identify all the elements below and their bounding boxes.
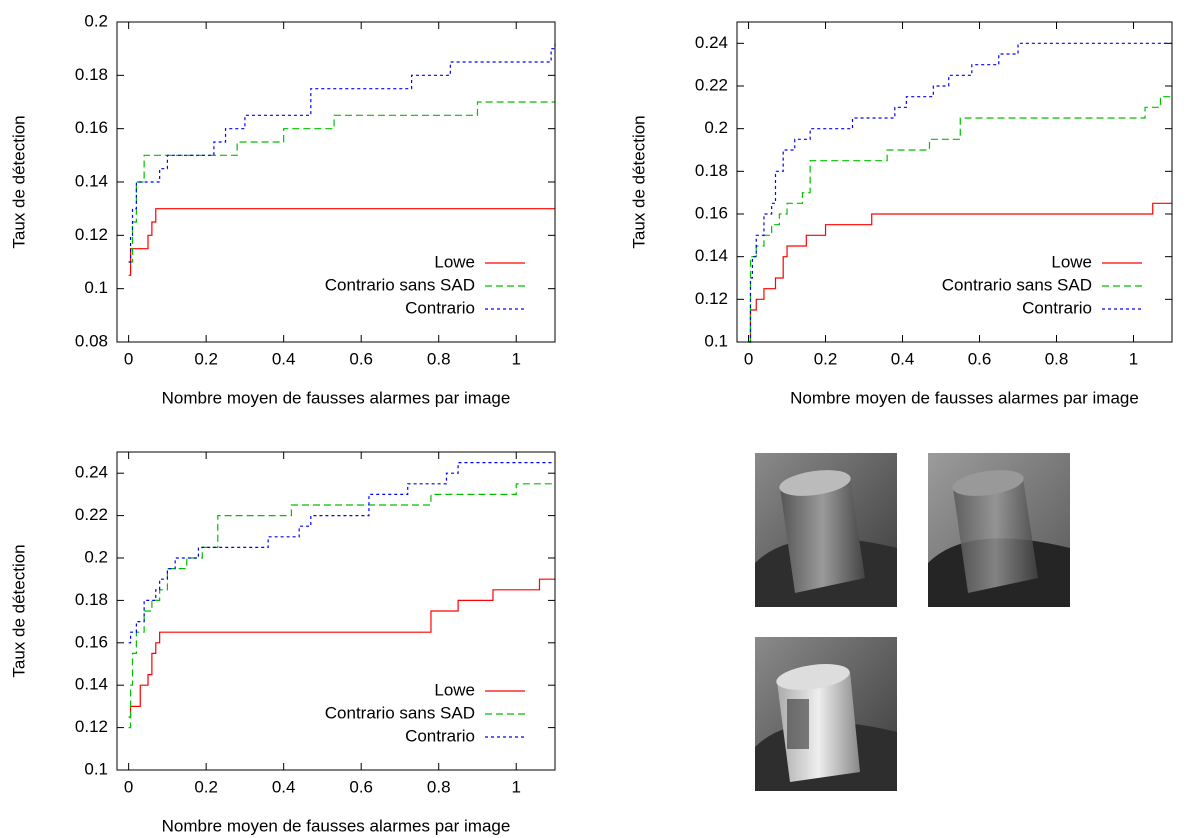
legend-label: Contrario sans SAD — [942, 275, 1092, 294]
photo — [928, 453, 1070, 607]
series-line — [128, 462, 555, 644]
series-line — [128, 578, 555, 718]
y-tick-label: 0.16 — [75, 632, 108, 651]
y-tick-label: 0.14 — [75, 171, 108, 190]
x-tick-label: 0.8 — [427, 777, 451, 796]
x-tick-label: 1 — [1129, 349, 1138, 368]
x-tick-label: 0 — [744, 349, 753, 368]
x-tick-label: 0.2 — [194, 349, 218, 368]
legend-label: Contrario — [1022, 298, 1092, 317]
x-tick-label: 0.4 — [272, 777, 296, 796]
chart: 0.08 0.1 0.12 0.14 0.16 0.18 0.2 0 0.2 0.4 0.6 0.8 1… — [9, 11, 556, 407]
legend-label: Contrario — [405, 726, 475, 745]
y-tick-label: 0.18 — [75, 65, 108, 84]
y-tick-label: 0.16 — [695, 203, 728, 222]
y-axis-label: Taux de détection — [9, 544, 28, 677]
legend-label: Contrario sans SAD — [325, 703, 475, 722]
plot-frame — [736, 21, 1173, 343]
y-tick-label: 0.12 — [75, 717, 108, 736]
x-axis-label: Nombre moyen de fausses alarmes par imag… — [162, 388, 511, 407]
x-axis-label: Nombre moyen de fausses alarmes par imag… — [162, 816, 511, 835]
series-line — [748, 202, 1172, 343]
series-line — [128, 208, 555, 276]
x-axis-label: Nombre moyen de fausses alarmes par imag… — [790, 388, 1139, 407]
x-tick-label: 1 — [512, 349, 521, 368]
x-tick-label: 0.2 — [814, 349, 838, 368]
y-tick-label: 0.24 — [695, 33, 728, 52]
y-tick-label: 0.1 — [704, 331, 728, 350]
x-tick-label: 0.8 — [1045, 349, 1069, 368]
series-line — [748, 42, 1172, 343]
x-tick-label: 0.6 — [349, 349, 373, 368]
y-axis-label: Taux de détection — [9, 115, 28, 248]
x-tick-label: 0.2 — [194, 777, 218, 796]
series-line — [128, 40, 556, 263]
x-tick-label: 0.6 — [349, 777, 373, 796]
x-tick-label: 0.6 — [968, 349, 992, 368]
legend-label: Contrario — [405, 298, 475, 317]
y-tick-label: 0.22 — [695, 75, 728, 94]
y-tick-label: 0.08 — [75, 331, 108, 350]
series-line — [748, 96, 1172, 343]
y-tick-label: 0.12 — [695, 289, 728, 308]
x-tick-label: 0 — [124, 777, 133, 796]
series-line — [128, 101, 555, 263]
legend-label: Lowe — [1051, 252, 1092, 271]
legend-label: Contrario sans SAD — [325, 275, 475, 294]
photo — [755, 637, 897, 791]
series-line — [128, 483, 555, 729]
y-tick-label: 0.18 — [75, 590, 108, 609]
y-tick-label: 0.22 — [75, 505, 108, 524]
y-tick-label: 0.18 — [695, 161, 728, 180]
chart: 0.1 0.12 0.14 0.16 0.18 0.2 0.22 0.24 0 0.2 0.4 0.6… — [9, 451, 556, 835]
y-tick-label: 0.16 — [75, 118, 108, 137]
x-tick-label: 0.4 — [891, 349, 915, 368]
x-tick-label: 0.4 — [272, 349, 296, 368]
plot-frame — [116, 21, 556, 343]
x-tick-label: 0.8 — [427, 349, 451, 368]
y-tick-label: 0.12 — [75, 225, 108, 244]
y-axis-label: Taux de détection — [629, 115, 648, 248]
legend-label: Lowe — [434, 252, 475, 271]
x-tick-label: 0 — [124, 349, 133, 368]
y-tick-label: 0.14 — [695, 246, 728, 265]
plot-frame — [116, 451, 556, 771]
x-tick-label: 1 — [512, 777, 521, 796]
y-tick-label: 0.14 — [75, 675, 108, 694]
y-tick-label: 0.1 — [84, 278, 108, 297]
legend-label: Lowe — [434, 680, 475, 699]
y-tick-label: 0.2 — [84, 547, 108, 566]
y-tick-label: 0.24 — [75, 463, 108, 482]
chart: 0.1 0.12 0.14 0.16 0.18 0.2 0.22 0.24 0 0.2 0.4 0.6… — [629, 21, 1173, 407]
y-tick-label: 0.2 — [704, 118, 728, 137]
photo — [755, 453, 897, 607]
y-tick-label: 0.1 — [84, 759, 108, 778]
y-tick-label: 0.2 — [84, 11, 108, 30]
